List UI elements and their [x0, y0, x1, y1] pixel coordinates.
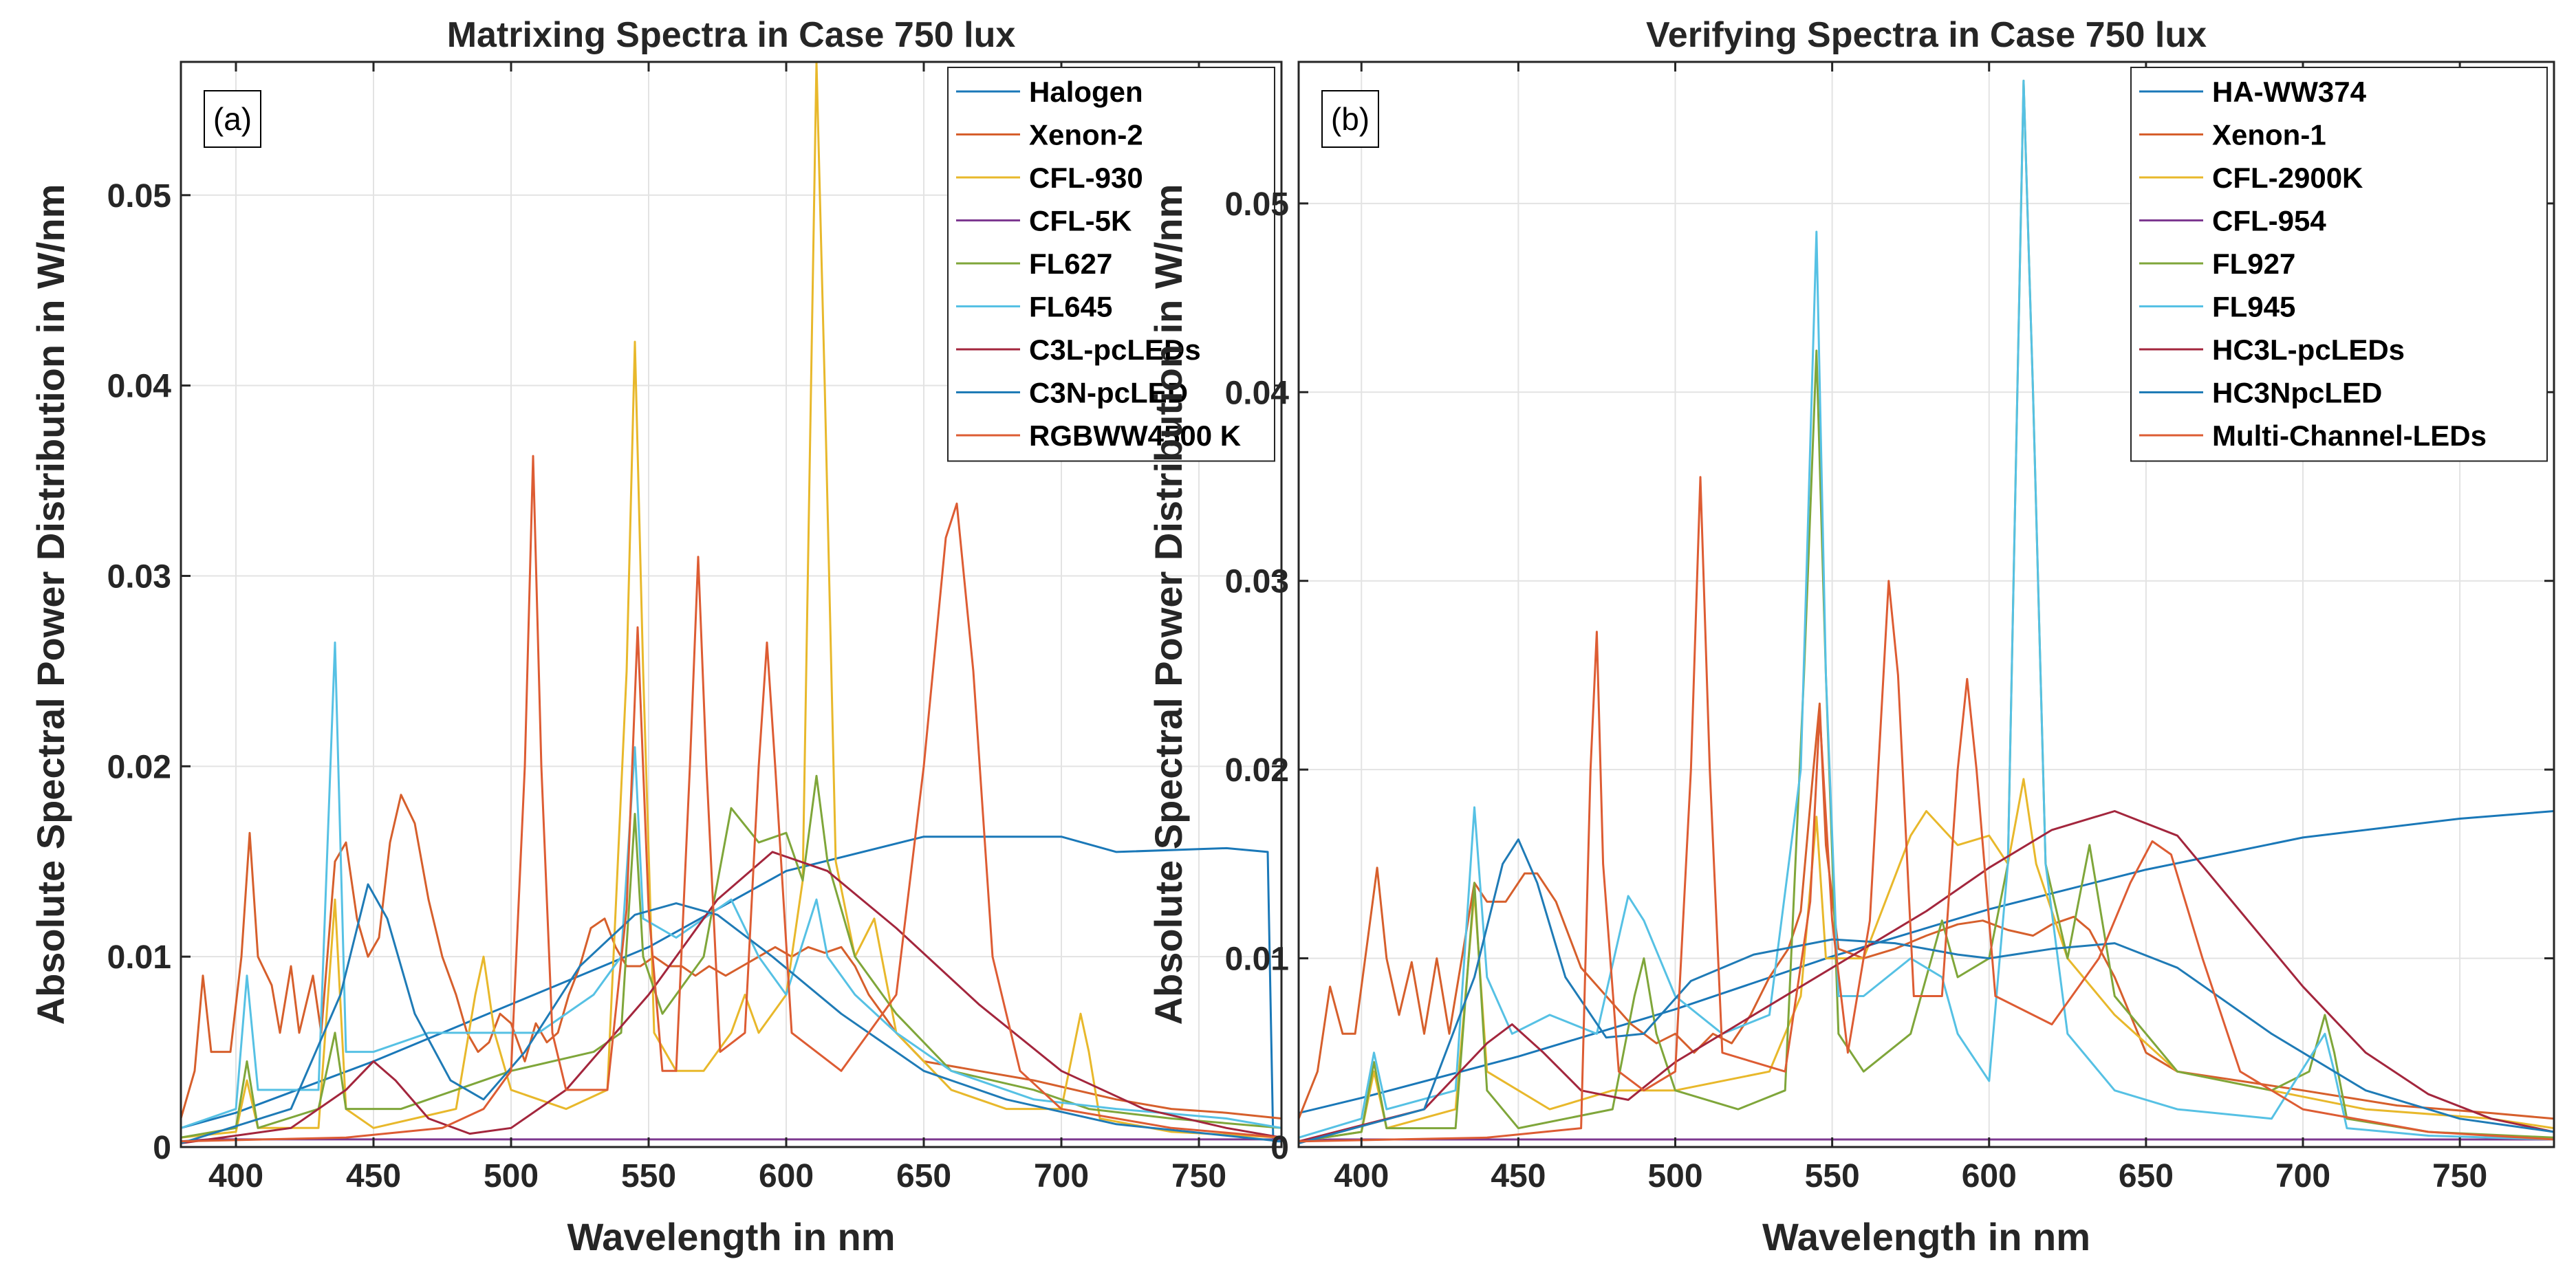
legend-entry: C3L-pcLEDs [1029, 334, 1201, 366]
x-tick-label: 600 [1962, 1158, 2017, 1194]
y-ticks: 0 0.01 0.02 0.03 0.04 0.05 [107, 178, 1281, 1166]
x-tick-label: 450 [1491, 1158, 1546, 1194]
x-tick-label: 400 [208, 1158, 263, 1194]
legend-entry: FL927 [2212, 248, 2295, 280]
y-tick-label: 0.01 [1225, 941, 1289, 978]
panel-label: (a) [213, 101, 252, 137]
x-axis-label: Wavelength in nm [1762, 1215, 2090, 1258]
axes-box [180, 61, 1283, 1148]
series-line-7 [1299, 838, 2554, 1144]
legend-entry: C3N-pcLED [1029, 377, 1188, 409]
chart-panel-b: 400 450 500 550 600 650 700 750 0 0.01 0.02 0.03 0.… [1147, 15, 2555, 1258]
y-tick-label: 0.02 [107, 749, 171, 785]
legend-entry: HA-WW374 [2212, 76, 2367, 108]
x-tick-label: 400 [1334, 1158, 1389, 1194]
legend-entry: FL645 [1029, 291, 1112, 323]
y-tick-label: 0.02 [1225, 752, 1289, 789]
x-tick-label: 500 [1647, 1158, 1702, 1194]
x-tick-label: 550 [1805, 1158, 1860, 1194]
legend-entry: CFL-5K [1029, 205, 1132, 237]
x-tick-label: 750 [2432, 1158, 2487, 1194]
legend-entry: CFL-930 [1029, 162, 1143, 194]
series-line-1 [181, 794, 1281, 1120]
panel-label-box: (a) [204, 90, 261, 148]
chart-title: Verifying Spectra in Case 750 lux [1646, 15, 2207, 55]
legend-entry: Halogen [1029, 76, 1143, 108]
series-group [1299, 79, 2554, 1144]
grid [1299, 62, 2554, 1147]
x-tick-label: 550 [621, 1158, 676, 1194]
panel-label: (b) [1331, 101, 1370, 137]
y-tick-label: 0 [153, 1130, 171, 1166]
legend-entry: Xenon-1 [2212, 119, 2326, 151]
y-axis-label: Absolute Spectral Power Distribution in … [1147, 184, 1190, 1025]
series-line-6 [1299, 810, 2554, 1143]
legend-entry: FL627 [1029, 248, 1112, 280]
series-line-5 [1299, 79, 2554, 1141]
x-tick-label: 450 [346, 1158, 401, 1194]
legend-entry: CFL-2900K [2212, 162, 2363, 194]
legend: HA-WW374 Xenon-1 CFL-2900K CFL-954 FL927 FL94… [2130, 67, 2548, 462]
y-tick-label: 0 [1270, 1130, 1289, 1166]
series-line-4 [1299, 79, 2554, 1143]
chart-panel-a: 400 450 500 550 600 650 700 750 0 0.01 0.02 0.03 0.… [29, 15, 1283, 1258]
panel-label-box: (b) [1321, 90, 1379, 148]
chart-title: Matrixing Spectra in Case 750 lux [447, 15, 1016, 55]
series-line-7 [181, 883, 1281, 1144]
x-tick-label: 700 [1034, 1158, 1089, 1194]
series-line-1 [1299, 702, 2554, 1120]
legend-entry: CFL-954 [2212, 205, 2326, 237]
y-ticks: 0 0.01 0.02 0.03 0.04 0.05 [1225, 186, 2554, 1166]
y-axis-label: Absolute Spectral Power Distribution in … [29, 184, 72, 1025]
series-line-4 [181, 774, 1281, 1139]
legend-entry: Xenon-2 [1029, 119, 1143, 151]
x-ticks: 400 450 500 550 600 650 700 750 [208, 62, 1226, 1194]
x-axis-label: Wavelength in nm [567, 1215, 895, 1258]
legend-entry: Multi-Channel-LEDs [2212, 419, 2487, 452]
series-group [181, 62, 1281, 1144]
x-tick-label: 650 [896, 1158, 951, 1194]
legend-entry: HC3L-pcLEDs [2212, 334, 2405, 366]
x-tick-label: 600 [759, 1158, 814, 1194]
series-line-8 [1299, 476, 2554, 1143]
legend-entry: HC3NpcLED [2212, 377, 2382, 409]
legend-entry: RGBWW4500 K [1029, 419, 1241, 452]
legend: Halogen Xenon-2 CFL-930 CFL-5K FL627 FL645 C3L… [947, 67, 1275, 462]
y-tick-label: 0.03 [1225, 564, 1289, 600]
y-tick-label: 0.04 [107, 369, 172, 405]
axes-box [1297, 61, 2555, 1148]
series-line-8 [181, 455, 1281, 1143]
x-tick-label: 650 [2119, 1158, 2174, 1194]
y-tick-label: 0.03 [107, 558, 171, 595]
y-tick-label: 0.01 [107, 939, 171, 976]
x-tick-label: 700 [2275, 1158, 2330, 1194]
x-tick-label: 500 [484, 1158, 539, 1194]
y-tick-label: 0.05 [107, 178, 171, 215]
x-tick-label: 750 [1171, 1158, 1226, 1194]
series-line-6 [181, 851, 1281, 1144]
y-tick-label: 0.04 [1225, 375, 1290, 411]
series-line-5 [181, 641, 1281, 1129]
series-line-2 [181, 62, 1281, 1139]
x-ticks: 400 450 500 550 600 650 700 750 [1334, 62, 2487, 1194]
legend-entry: FL945 [2212, 291, 2295, 323]
y-tick-label: 0.05 [1225, 186, 1289, 223]
